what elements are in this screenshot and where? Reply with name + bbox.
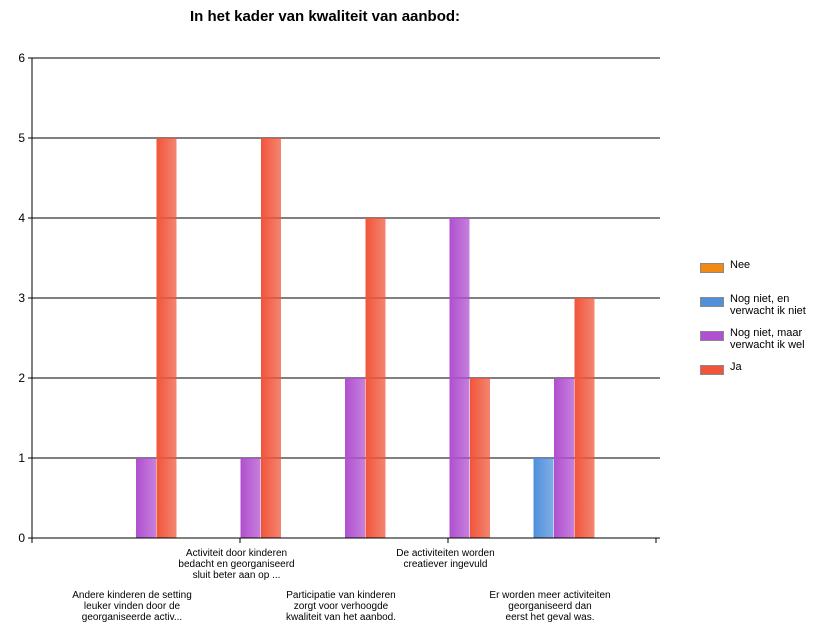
bar-5-nog-niet-maar-verwacht-ik-wel (554, 378, 574, 538)
legend-label-3: Nog niet, maar verwacht ik wel (730, 327, 805, 351)
x-category-label-5: Er worden meer activiteiten georganiseerd… (489, 590, 610, 623)
y-tick-label-6: 6 (18, 51, 25, 65)
bar-2-ja (261, 138, 281, 538)
y-tick-label-2: 2 (18, 371, 25, 385)
bar-5-nog-niet-en-verwacht-ik-niet (533, 458, 554, 538)
bar-1-ja (156, 138, 177, 538)
y-tick-label-4: 4 (18, 211, 25, 225)
legend-swatch-2 (700, 297, 724, 307)
bar-5-ja (574, 298, 595, 538)
x-category-label-4: De activiteiten worden creatiever ingevul… (396, 548, 494, 570)
bar-4-nog-niet-maar-verwacht-ik-wel (449, 218, 470, 538)
bar-3-ja (365, 218, 386, 538)
y-tick-label-3: 3 (18, 291, 25, 305)
x-category-label-3: Participatie van kinderen zorgt voor verh… (286, 590, 396, 623)
y-tick-label-5: 5 (18, 131, 25, 145)
bar-2-nog-niet-maar-verwacht-ik-wel (240, 458, 261, 538)
bar-1-nog-niet-maar-verwacht-ik-wel (136, 458, 156, 538)
legend-label-4: Ja (730, 361, 742, 373)
legend-label-2: Nog niet, en verwacht ik niet (730, 293, 806, 317)
y-tick-label-1: 1 (18, 451, 25, 465)
chart-title: In het kader van kwaliteit van aanbod: (189, 8, 461, 25)
x-category-label-2: Activiteit door kinderen bedacht en georg… (178, 548, 294, 581)
legend-swatch-1 (700, 263, 724, 273)
legend-label-1: Nee (730, 259, 751, 271)
y-tick-label-0: 0 (18, 531, 25, 545)
legend-swatch-3 (700, 331, 724, 341)
bar-4-ja (470, 378, 490, 538)
bar-3-nog-niet-maar-verwacht-ik-wel (345, 378, 365, 538)
legend-swatch-4 (700, 365, 724, 375)
x-category-label-1: Andere kinderen de setting leuker vinden … (72, 590, 192, 623)
